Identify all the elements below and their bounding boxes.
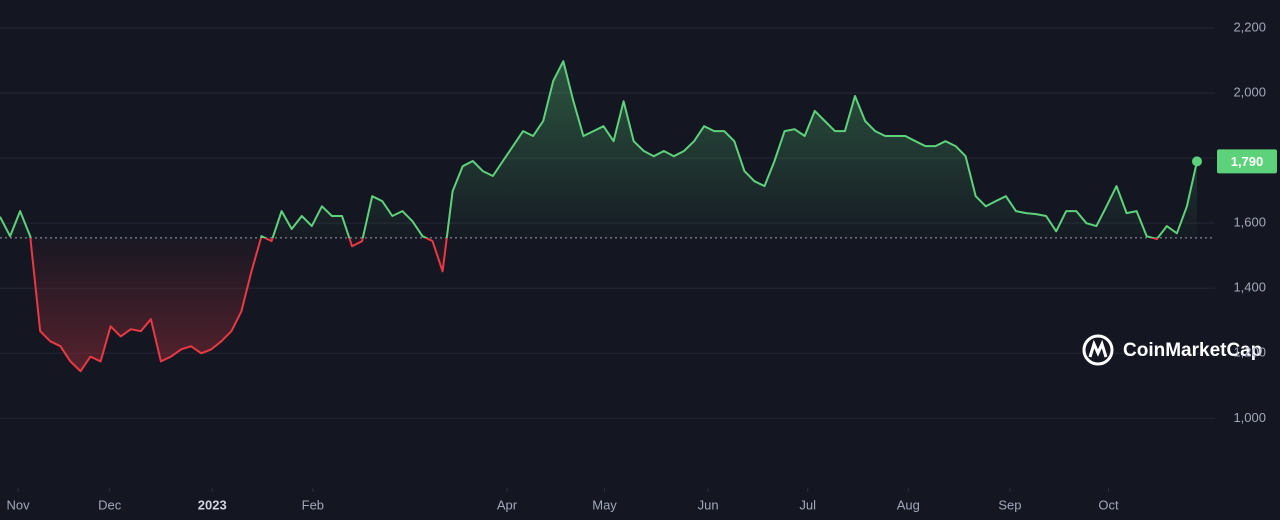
x-tick-label: Dec	[98, 497, 122, 512]
x-tick-label: Feb	[302, 497, 324, 512]
y-tick-label: 1,000	[1233, 410, 1266, 425]
price-area	[0, 61, 1197, 372]
watermark-text: CoinMarketCap	[1123, 340, 1262, 361]
x-tick-label: Oct	[1098, 497, 1119, 512]
y-tick-label: 1,200	[1233, 345, 1266, 360]
x-tick-label: Jul	[799, 497, 816, 512]
x-tick-label: Jun	[698, 497, 719, 512]
logo-m	[1088, 339, 1108, 358]
y-tick-label: 1,400	[1233, 280, 1266, 295]
logo-circle	[1082, 334, 1114, 366]
last-point	[1192, 156, 1202, 167]
y-tick-label: 1,600	[1233, 215, 1266, 230]
x-tick-label: Nov	[7, 497, 31, 512]
price-tag	[1217, 149, 1277, 174]
price-line	[0, 60, 1198, 373]
watermark-logo: CoinMarketCap	[1082, 334, 1262, 366]
x-tick-label: Apr	[497, 497, 518, 512]
price-tag-label: 1,790	[1231, 154, 1264, 169]
x-tick-label: Sep	[998, 497, 1021, 512]
plot	[0, 60, 1215, 373]
x-tick-label: May	[592, 497, 617, 512]
y-tick-label: 2,200	[1233, 19, 1266, 34]
y-tick-label: 2,000	[1233, 84, 1266, 99]
x-tick-label: 2023	[198, 497, 227, 512]
x-tick-label: Aug	[897, 497, 920, 512]
